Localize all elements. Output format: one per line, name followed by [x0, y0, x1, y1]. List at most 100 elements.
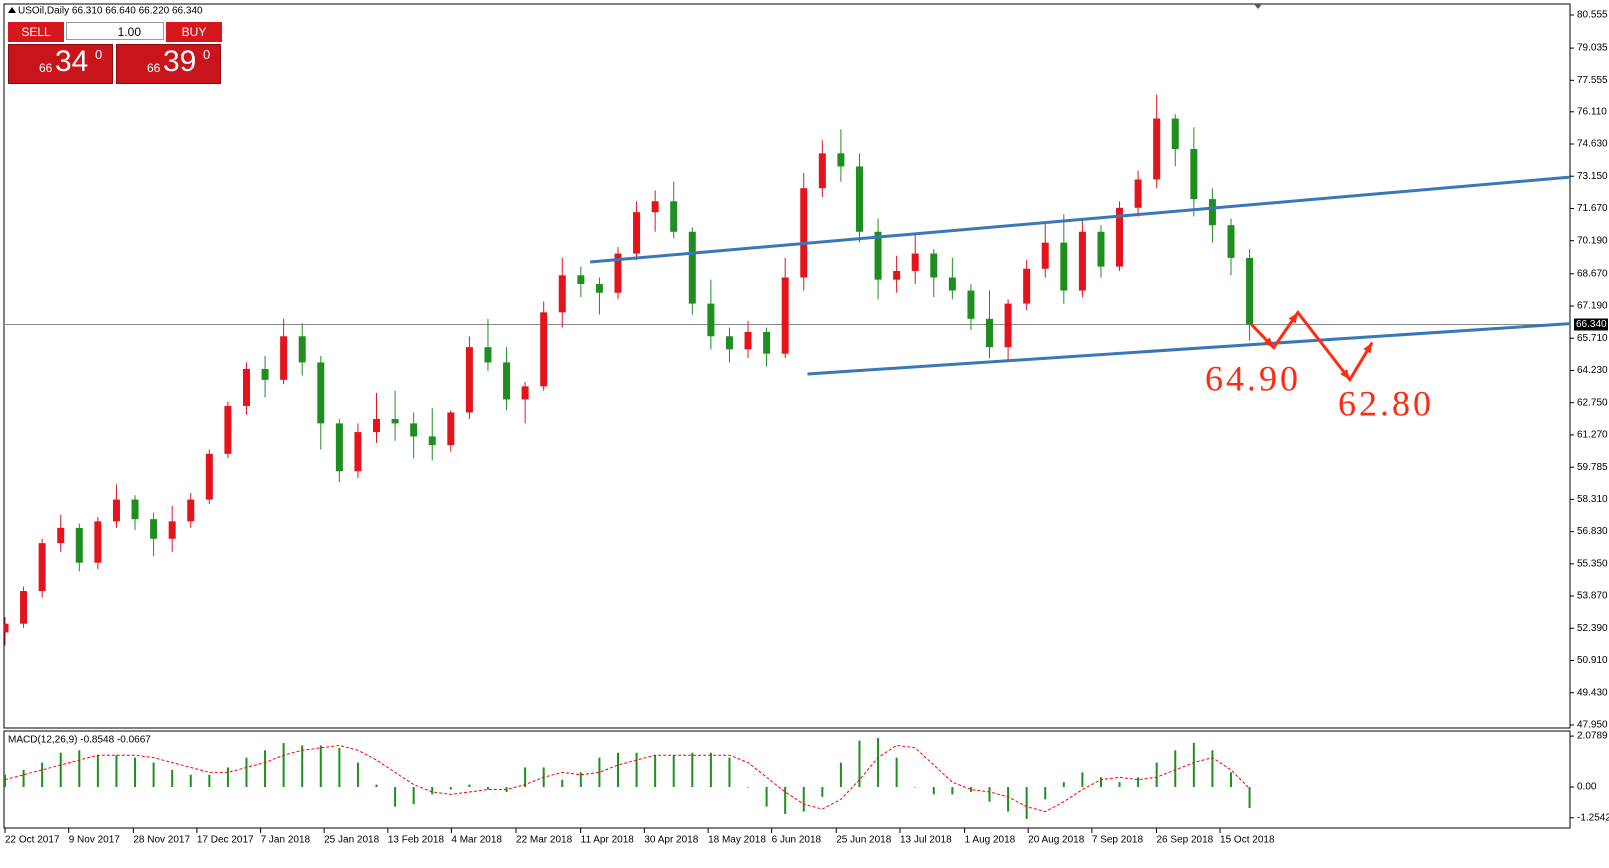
macd-bar — [616, 752, 619, 788]
macd-bar — [709, 752, 712, 788]
macd-title: MACD(12,26,9) -0.8548 -0.0667 — [8, 735, 151, 746]
buy-button[interactable]: BUY — [166, 22, 222, 42]
candle-body — [948, 277, 956, 291]
candle-body — [373, 419, 381, 433]
candle-body — [1208, 199, 1216, 226]
macd-bar — [1248, 787, 1251, 808]
macd-bar — [356, 762, 359, 788]
buy-quote[interactable]: 66 39 0 — [116, 44, 221, 84]
y-tick-label: 52.390 — [1577, 623, 1608, 634]
macd-bar — [654, 755, 657, 788]
candle-body — [242, 368, 250, 406]
candle-body — [521, 386, 529, 400]
y-tick-label: 61.270 — [1577, 430, 1608, 441]
candle-body — [1171, 118, 1179, 150]
macd-bar — [301, 745, 304, 788]
candle-body — [1097, 231, 1105, 267]
y-tick-label: 49.430 — [1577, 687, 1608, 698]
candle-body — [465, 347, 473, 413]
y-tick-label: -1.2542 — [1577, 812, 1609, 823]
arrow-head — [1288, 312, 1298, 324]
sell-button[interactable]: SELL — [8, 22, 64, 42]
candle-body — [855, 166, 863, 232]
macd-bar — [226, 767, 229, 788]
candle-body — [112, 499, 120, 522]
x-tick-label: 25 Jan 2018 — [324, 835, 379, 846]
macd-bar — [1155, 762, 1158, 788]
y-tick-label: 55.350 — [1577, 558, 1608, 569]
candle-body — [354, 432, 362, 472]
candle-body — [1004, 303, 1012, 348]
candle-body — [595, 284, 603, 293]
y-tick-label: 62.750 — [1577, 397, 1608, 408]
macd-bar — [245, 757, 248, 788]
macd-bar — [839, 762, 842, 788]
macd-bar — [635, 752, 638, 788]
macd-bar — [877, 738, 880, 788]
macd-bar — [672, 755, 675, 788]
candle-body — [1023, 268, 1031, 304]
candle-body — [1078, 231, 1086, 291]
candle-body — [818, 153, 826, 189]
candle-body — [1246, 257, 1254, 325]
x-tick-label: 22 Oct 2017 — [5, 835, 60, 846]
lot-input[interactable]: 1.00 — [66, 22, 164, 40]
x-tick-label: 17 Dec 2017 — [197, 835, 254, 846]
candle-body — [317, 362, 325, 424]
macd-bar — [691, 752, 694, 788]
macd-bar — [858, 740, 861, 788]
y-tick-label: 74.630 — [1577, 139, 1608, 150]
x-tick-label: 15 Oct 2018 — [1220, 835, 1275, 846]
x-tick-label: 7 Sep 2018 — [1092, 835, 1144, 846]
y-tick-label: 2.0789 — [1577, 731, 1608, 742]
macd-bar — [1229, 772, 1232, 788]
macd-bar — [765, 787, 768, 807]
candle-body — [763, 331, 771, 354]
macd-bar — [171, 769, 174, 788]
x-tick-label: 13 Jul 2018 — [900, 835, 952, 846]
sell-price-main: 34 — [55, 45, 89, 78]
arrow-head — [1340, 368, 1350, 380]
candle-body — [577, 275, 585, 285]
scroll-marker — [1254, 4, 1262, 9]
y-tick-label: 59.785 — [1577, 462, 1608, 473]
macd-bar — [152, 762, 155, 788]
buy-price-main: 39 — [163, 45, 197, 78]
candle-body — [1134, 179, 1142, 208]
x-tick-label: 18 May 2018 — [708, 835, 766, 846]
candle-body — [874, 231, 882, 280]
macd-bar — [1025, 787, 1028, 819]
macd-bar — [951, 787, 954, 795]
y-tick-label: 47.950 — [1577, 720, 1608, 731]
macd-bar — [1044, 787, 1047, 800]
annotation: 64.90 — [1205, 358, 1301, 398]
candle-body — [131, 499, 139, 520]
candle-body — [75, 527, 83, 563]
candle-body — [670, 201, 678, 232]
candle-body — [503, 362, 511, 400]
x-tick-label: 25 Jun 2018 — [836, 835, 891, 846]
current-price-label: 66.340 — [1576, 319, 1607, 330]
candle-body — [1153, 118, 1161, 180]
chart-title: USOil,Daily 66.310 66.640 66.220 66.340 — [18, 6, 203, 17]
macd-bar — [431, 787, 434, 795]
macd-bar — [449, 787, 452, 790]
macd-bar — [412, 787, 415, 805]
candle-body — [57, 527, 65, 544]
candle-body — [837, 153, 845, 167]
candle-body — [986, 318, 994, 348]
candle-body — [1041, 242, 1049, 269]
candle-body — [94, 521, 102, 563]
candle-body — [410, 423, 418, 437]
annotation: 62.80 — [1338, 383, 1434, 423]
candle-body — [447, 412, 455, 446]
macd-bar — [208, 774, 211, 788]
macd-bar — [1192, 742, 1195, 788]
macd-frame — [3, 730, 1571, 829]
x-tick-label: 13 Feb 2018 — [388, 835, 445, 846]
projection-line — [1250, 310, 1374, 383]
macd-bar — [394, 787, 397, 807]
candle-body — [224, 405, 232, 454]
sell-quote[interactable]: 66 34 0 — [8, 44, 113, 84]
candle-body — [1116, 207, 1124, 267]
